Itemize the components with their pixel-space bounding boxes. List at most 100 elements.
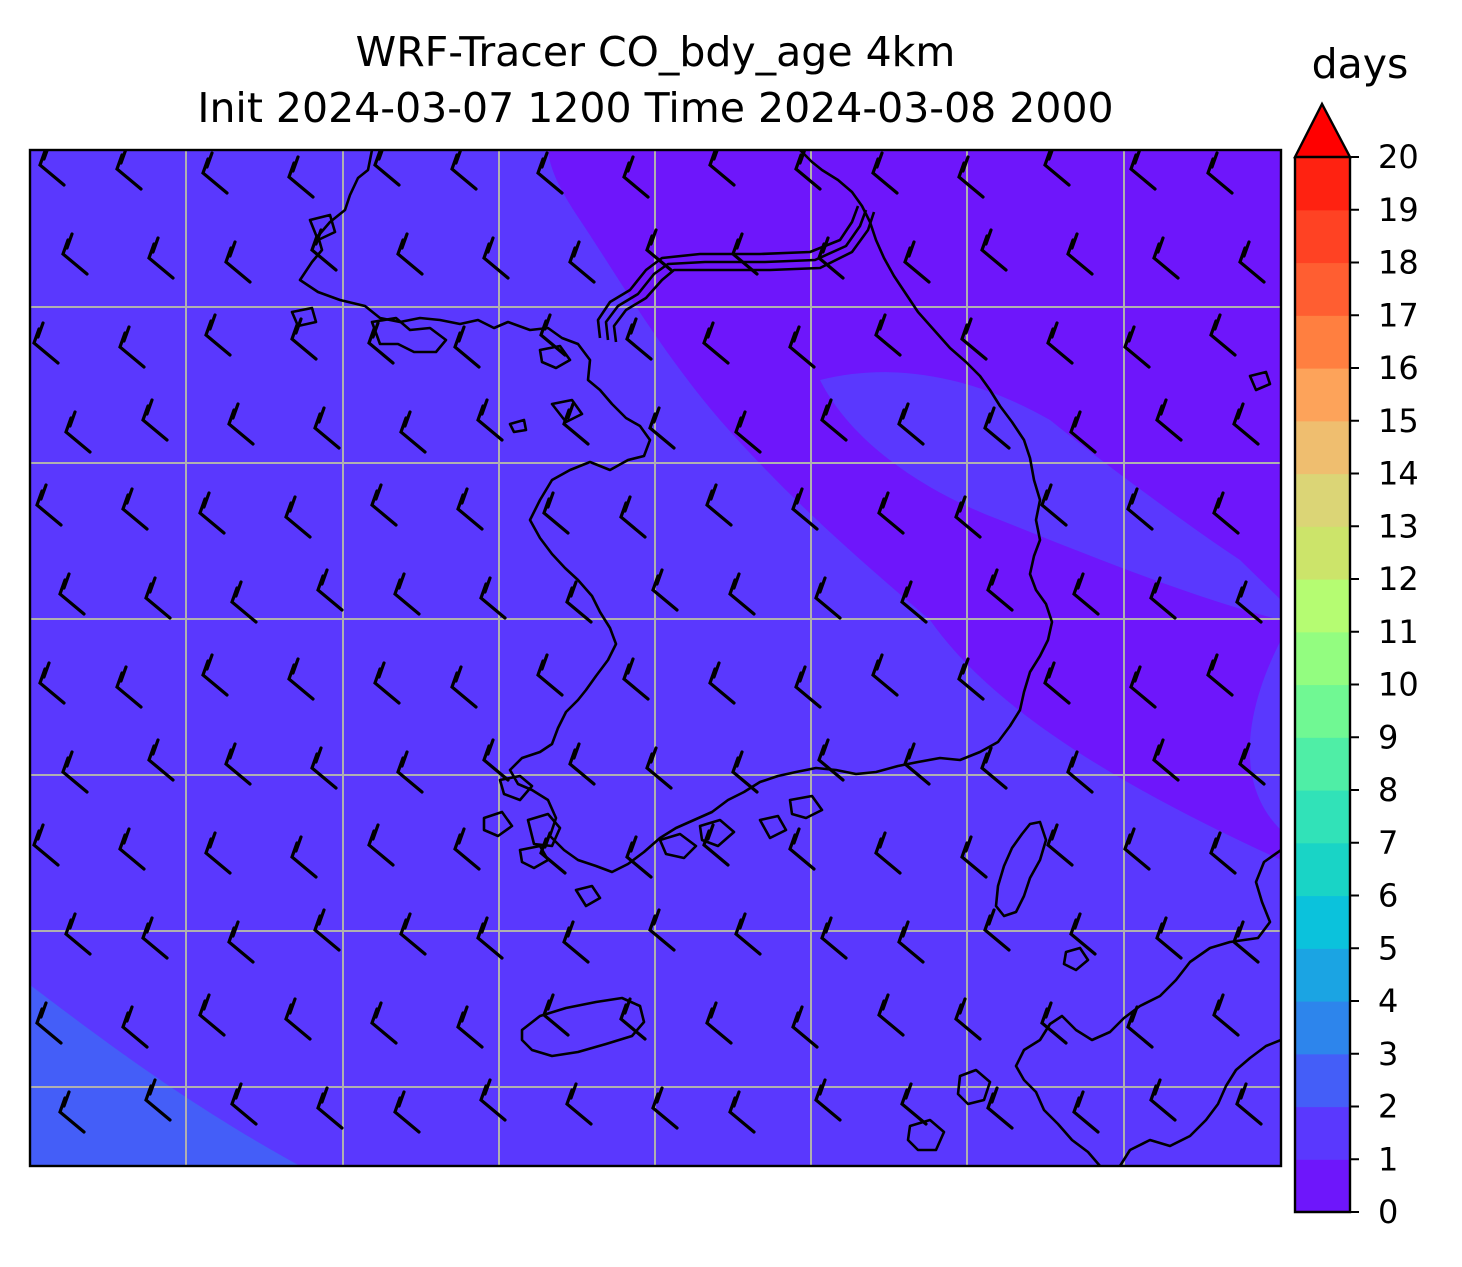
wind-barb: [38, 150, 66, 187]
wind-barb: [900, 580, 928, 624]
wind-barb: [957, 657, 985, 701]
wind-barb: [58, 1090, 86, 1134]
wind-barb: [708, 661, 736, 705]
wind-barb: [198, 491, 226, 535]
wind-barb: [562, 920, 590, 964]
wind-barb: [903, 742, 931, 786]
tracer-age-band-2-3-days: [30, 985, 300, 1166]
wind-barb: [396, 232, 424, 276]
wind-barb: [1149, 576, 1177, 620]
colorbar-tick-label: 16: [1378, 349, 1419, 387]
colorbar-tick-label: 6: [1378, 877, 1398, 915]
tracer-age-band-0-1-days: [548, 150, 1281, 860]
wind-barb: [204, 831, 232, 875]
wind-barb: [645, 746, 673, 790]
wind-barb: [1069, 410, 1097, 454]
colorbar-level-swatch: [1295, 420, 1350, 475]
colorbar-level-swatch: [1295, 684, 1350, 738]
wind-barb: [1206, 653, 1234, 697]
wind-barb: [1232, 920, 1260, 964]
wind-barb: [791, 487, 819, 531]
wind-barb: [1209, 831, 1237, 875]
wind-barb: [539, 831, 567, 875]
wind-barb: [1123, 827, 1151, 871]
wind-barb: [702, 823, 730, 867]
wind-barb: [1238, 240, 1266, 284]
wind-barb: [954, 997, 982, 1041]
tracer-age-band-0-1-days-inner: [820, 372, 1281, 620]
wind-barb: [542, 993, 570, 1037]
wind-barb: [622, 155, 650, 199]
wind-barb: [903, 240, 931, 284]
wind-barb: [450, 665, 478, 709]
wind-barb: [58, 572, 86, 616]
colorbar-level-swatch: [1295, 737, 1350, 791]
wind-barb: [115, 665, 143, 709]
colorbar-tick-label: 7: [1378, 824, 1398, 862]
colorbar-level-swatch: [1295, 368, 1350, 422]
colorbar-level-swatch: [1295, 1106, 1350, 1160]
coastline-channel-middle: [604, 209, 868, 341]
wind-barb: [794, 665, 822, 709]
wind-barb: [147, 236, 175, 280]
wind-barb: [121, 487, 149, 531]
wind-barb: [399, 410, 427, 454]
wind-barb: [201, 653, 229, 697]
wind-barb: [788, 325, 816, 369]
wind-barb: [619, 495, 647, 539]
colorbar-units-label: days: [1311, 40, 1409, 88]
colorbar-tick-label: 14: [1378, 455, 1419, 493]
wind-barb: [874, 313, 902, 357]
wind-barb: [877, 491, 905, 535]
coastline-east-mainland: [1014, 848, 1281, 1166]
wind-barb: [227, 920, 255, 964]
coastline-channel-south: [612, 211, 876, 343]
colorbar-level-swatch: [1295, 790, 1350, 844]
colorbar-level-swatch: [1295, 526, 1350, 580]
wind-barb: [456, 487, 484, 531]
wind-barb: [1043, 661, 1071, 705]
wind-barb: [705, 1001, 733, 1045]
coastline-channel-north: [596, 205, 860, 339]
wind-barb: [1152, 738, 1180, 782]
wind-barb: [1040, 483, 1068, 527]
wind-barb: [121, 1005, 149, 1049]
wind-barb: [1238, 742, 1266, 786]
map-subtitle: Init 2024-03-07 1200 Time 2024-03-08 200…: [197, 84, 1114, 132]
wind-barb: [986, 568, 1014, 612]
wind-barb: [396, 750, 424, 794]
wind-barb: [284, 495, 312, 539]
wind-barb: [705, 483, 733, 527]
wind-barb: [64, 410, 92, 454]
wind-barb: [871, 653, 899, 697]
wind-barb: [141, 398, 169, 442]
colorbar-tick-label: 11: [1378, 613, 1419, 651]
wind-barb: [731, 750, 759, 794]
wind-barb: [960, 835, 988, 879]
colorbar-tick-label: 0: [1378, 1193, 1398, 1231]
wind-barb: [625, 835, 653, 879]
wind-barb: [820, 916, 848, 960]
wind-barb: [141, 916, 169, 960]
wind-barb: [1155, 916, 1183, 960]
wind-barb: [986, 1086, 1014, 1130]
colorbar-level-swatch: [1295, 157, 1350, 211]
map-title: WRF-Tracer CO_bdy_age 4km: [355, 28, 956, 76]
wind-barb: [316, 1086, 344, 1130]
colorbar-level-swatch: [1295, 473, 1350, 527]
wind-barb: [536, 151, 564, 195]
colorbar-extend-arrow: [1293, 101, 1352, 159]
wind-barb: [1126, 1005, 1154, 1049]
wind-barb: [1040, 1001, 1068, 1045]
coastline-west-islands: [290, 213, 584, 434]
wind-barb: [562, 402, 590, 446]
wind-barb: [453, 325, 481, 369]
wind-barb: [900, 1082, 928, 1126]
wind-barb: [201, 151, 229, 195]
wind-barb: [817, 738, 845, 782]
wind-barb: [651, 1086, 679, 1130]
wind-barb: [456, 1005, 484, 1049]
wind-barb: [728, 1090, 756, 1134]
colorbar-level-swatch: [1295, 1053, 1350, 1108]
wind-barb: [568, 742, 596, 786]
